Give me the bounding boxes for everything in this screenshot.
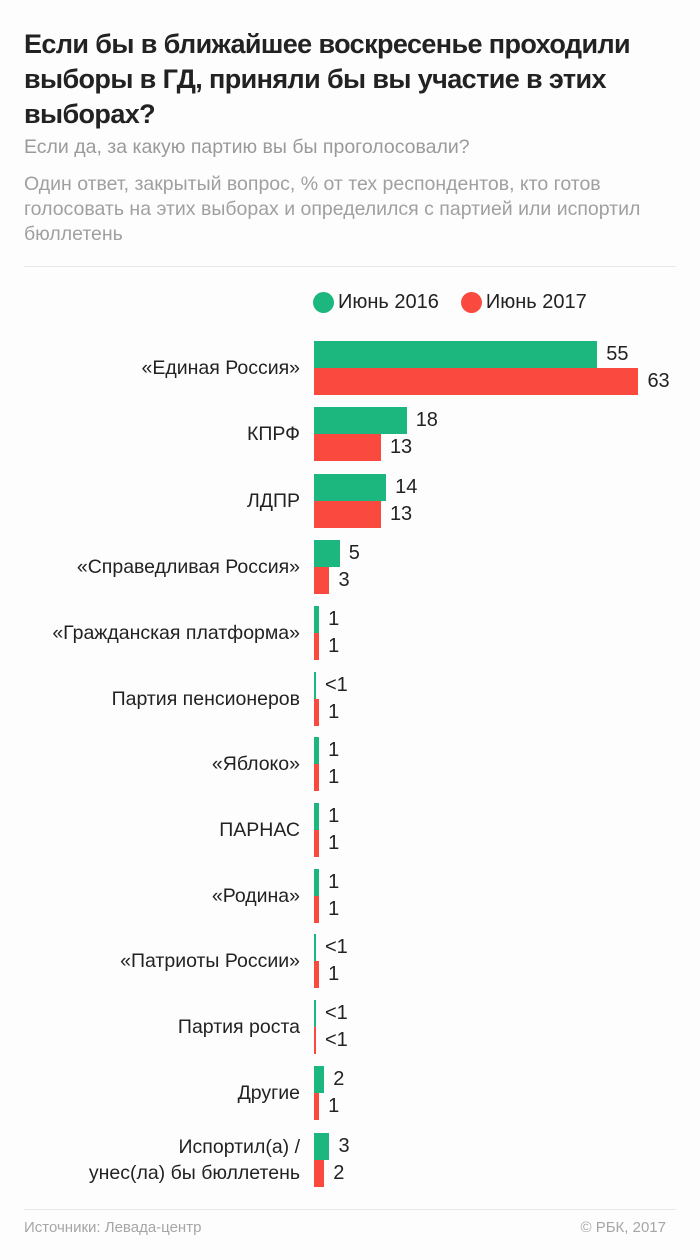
value-label: 1 [328, 805, 340, 827]
category-label: «Единая Россия» [141, 357, 300, 379]
bar-2017 [314, 1093, 320, 1120]
value-label: 2 [333, 1068, 345, 1090]
legend-dot-icon [313, 292, 334, 313]
bar-2017 [314, 1160, 325, 1187]
category-label: Партия пенсионеров [111, 688, 300, 710]
value-label: 55 [606, 343, 629, 365]
bar-group: «Яблоко» 1 1 [0, 737, 700, 791]
bar-group: Испортил(а) / унес(ла) бы бюллетень 3 2 [0, 1133, 700, 1187]
value-label: 14 [395, 476, 418, 498]
chart-subtitle: Если да, за какую партию вы бы проголосо… [24, 136, 470, 158]
value-label: 1 [328, 701, 340, 723]
value-label: 1 [328, 963, 340, 985]
bar-2017 [314, 830, 320, 857]
value-label: 1 [328, 635, 340, 657]
bar-2017 [314, 368, 639, 395]
legend-item-2017: Июнь 2017 [460, 291, 587, 314]
bar-2017 [314, 896, 320, 923]
bar-group: Другие 2 1 [0, 1066, 700, 1120]
bar-group: «Патриоты России» <1 1 [0, 934, 700, 988]
category-label: «Гражданская платформа» [52, 622, 300, 644]
category-label: «Патриоты России» [120, 950, 300, 972]
value-label: 1 [328, 739, 340, 761]
category-label: ЛДПР [246, 490, 300, 512]
bar-group: Партия роста <1 <1 [0, 1000, 700, 1054]
value-label: 13 [389, 503, 413, 525]
bar-2016 [314, 803, 320, 830]
bar-2017 [314, 961, 320, 988]
chart-title: Если бы в ближайшее воскресенье проходил… [24, 29, 631, 129]
copyright-text: © РБК, 2017 [580, 1219, 666, 1236]
value-label: 5 [348, 542, 360, 564]
legend-dot-icon [460, 292, 482, 313]
bar-2017 [314, 434, 381, 461]
category-label: Испортил(а) / унес(ла) бы бюллетень [88, 1136, 300, 1184]
bar-2017 [314, 1027, 316, 1054]
value-label: 1 [328, 766, 340, 788]
bar-2016 [314, 737, 320, 764]
category-label: ПАРНАС [219, 819, 300, 841]
legend: Июнь 2016 Июнь 2017 [313, 291, 609, 314]
value-label: 1 [328, 898, 340, 920]
bar-group: ПАРНАС 1 1 [0, 803, 700, 857]
category-label: КПРФ [247, 423, 300, 445]
bar-2017 [314, 501, 381, 528]
bar-2016 [314, 1133, 330, 1160]
legend-label: Июнь 2016 [338, 291, 439, 313]
category-label: Партия роста [177, 1016, 300, 1038]
bar-group: «Гражданская платформа» 1 1 [0, 606, 700, 660]
source-text: Источники: Левада-центр [24, 1219, 202, 1236]
bar-2016 [314, 672, 316, 699]
bar-2016 [314, 474, 387, 501]
bar-group: «Родина» 1 1 [0, 869, 700, 923]
bar-group: Партия пенсионеров <1 1 [0, 672, 700, 726]
value-label: 3 [338, 1135, 350, 1157]
bar-2017 [314, 764, 320, 791]
bar-group: «Справедливая Россия» 5 3 [0, 540, 700, 594]
bar-2017 [314, 633, 320, 660]
value-label: 18 [415, 409, 438, 431]
bar-2016 [314, 341, 598, 368]
value-label: 3 [338, 569, 350, 591]
bar-2017 [314, 567, 330, 594]
value-label: 13 [389, 436, 413, 458]
value-label: <1 [325, 674, 348, 696]
bar-2016 [314, 934, 316, 961]
footer-divider [24, 1209, 676, 1210]
bar-group: ЛДПР 14 13 [0, 474, 700, 528]
value-label: 1 [328, 608, 340, 630]
header-divider [24, 266, 676, 267]
value-label: 1 [328, 832, 340, 854]
bar-2016 [314, 407, 407, 434]
bar-2016 [314, 1000, 316, 1027]
value-label: 1 [328, 1095, 340, 1117]
category-label: «Справедливая Россия» [76, 556, 300, 578]
category-label: «Яблоко» [211, 753, 300, 775]
value-label: 2 [333, 1162, 345, 1184]
value-label: <1 [325, 936, 348, 958]
bar-2016 [314, 606, 320, 633]
bar-2016 [314, 540, 340, 567]
value-label: <1 [325, 1002, 348, 1024]
category-label: Другие [237, 1082, 300, 1104]
category-label: «Родина» [211, 885, 300, 907]
bar-group: КПРФ 18 13 [0, 407, 700, 461]
value-label: 63 [647, 370, 670, 392]
bar-2016 [314, 1066, 325, 1093]
bar-2016 [314, 869, 320, 896]
value-label: <1 [325, 1029, 348, 1051]
bar-group: «Единая Россия» 55 63 [0, 341, 700, 395]
value-label: 1 [328, 871, 340, 893]
legend-label: Июнь 2017 [485, 291, 587, 313]
chart-note: Один ответ, закрытый вопрос, % от тех ре… [24, 173, 641, 245]
legend-item-2016: Июнь 2016 [313, 291, 439, 314]
bar-2017 [314, 699, 320, 726]
